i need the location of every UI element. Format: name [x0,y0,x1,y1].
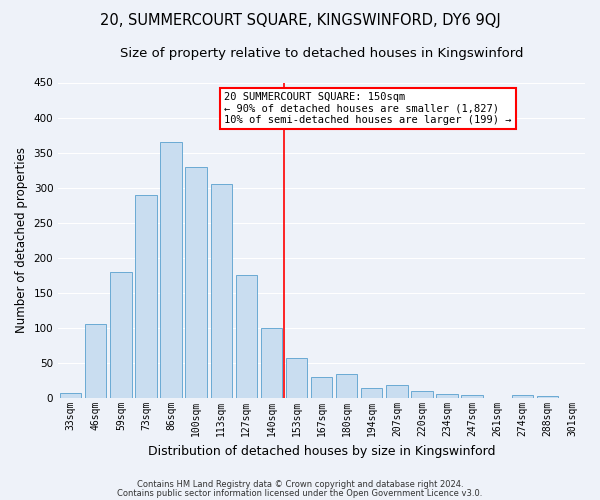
Title: Size of property relative to detached houses in Kingswinford: Size of property relative to detached ho… [120,48,523,60]
X-axis label: Distribution of detached houses by size in Kingswinford: Distribution of detached houses by size … [148,444,496,458]
Bar [537,396,558,398]
Bar [336,374,358,398]
Bar [461,394,483,398]
Bar [386,385,407,398]
Bar [286,358,307,398]
Text: 20, SUMMERCOURT SQUARE, KINGSWINFORD, DY6 9QJ: 20, SUMMERCOURT SQUARE, KINGSWINFORD, DY… [100,12,500,28]
Bar [110,272,131,398]
Bar [211,184,232,398]
Text: Contains HM Land Registry data © Crown copyright and database right 2024.: Contains HM Land Registry data © Crown c… [137,480,463,489]
Text: Contains public sector information licensed under the Open Government Licence v3: Contains public sector information licen… [118,488,482,498]
Bar [261,328,282,398]
Bar [136,194,157,398]
Bar [361,388,382,398]
Bar [185,166,207,398]
Bar [85,324,106,398]
Bar [512,396,533,398]
Bar [60,392,82,398]
Bar [160,142,182,398]
Bar [436,394,458,398]
Y-axis label: Number of detached properties: Number of detached properties [15,148,28,334]
Bar [236,276,257,398]
Bar [411,391,433,398]
Text: 20 SUMMERCOURT SQUARE: 150sqm
← 90% of detached houses are smaller (1,827)
10% o: 20 SUMMERCOURT SQUARE: 150sqm ← 90% of d… [224,92,512,125]
Bar [311,377,332,398]
